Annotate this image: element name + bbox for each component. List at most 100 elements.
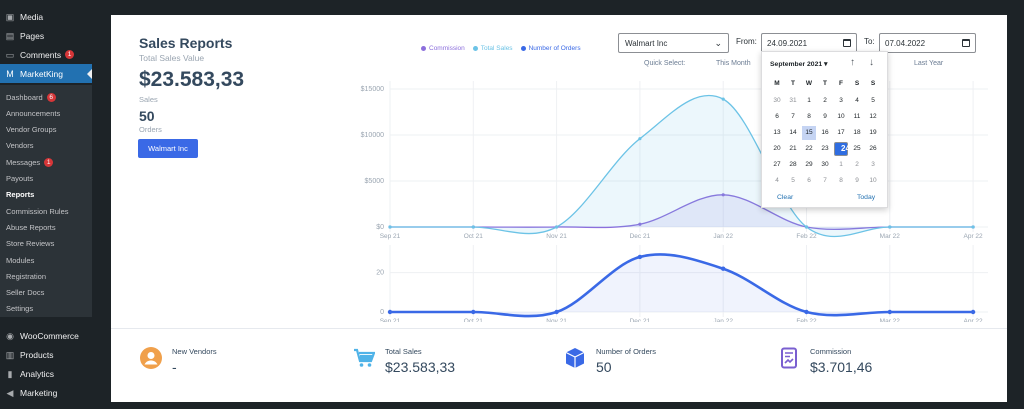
data-point — [888, 225, 892, 229]
calendar-icon[interactable] — [962, 39, 970, 47]
calendar-day[interactable]: 24 — [834, 142, 850, 156]
y-tick-label: $15000 — [361, 86, 384, 93]
calendar-day[interactable]: 5 — [791, 177, 795, 184]
calendar-day[interactable]: 25 — [853, 145, 861, 152]
arrow-up-icon[interactable]: ↑ — [850, 57, 855, 68]
calendar-day[interactable]: 6 — [807, 177, 811, 184]
sales-label: Sales — [139, 95, 158, 104]
submenu-item-settings[interactable]: Settings — [6, 303, 33, 315]
submenu-item-label: Reports — [6, 190, 35, 200]
calendar-day[interactable]: 7 — [823, 177, 827, 184]
data-point — [471, 225, 475, 229]
stat-label: Commission — [810, 347, 852, 356]
submenu-item-commission-rules[interactable]: Commission Rules — [6, 205, 69, 217]
calendar-day[interactable]: 14 — [789, 129, 797, 136]
submenu-item-seller-docs[interactable]: Seller Docs — [6, 287, 44, 299]
calendar-day[interactable]: 1 — [839, 161, 843, 168]
calendar-day[interactable]: 30 — [821, 161, 829, 168]
from-date-input[interactable]: 24.09.2021 — [761, 33, 857, 53]
submenu-item-announcements[interactable]: Announcements — [6, 107, 60, 119]
sidebar-item-comments[interactable]: ▭ Comments 1 — [0, 45, 92, 64]
calendar-day[interactable]: 3 — [871, 161, 875, 168]
calendar-day[interactable]: 7 — [791, 113, 795, 120]
calendar-day[interactable]: 1 — [807, 97, 811, 104]
calendar-day[interactable]: 19 — [869, 129, 877, 136]
calendar-day[interactable]: 11 — [853, 113, 861, 120]
calendar-day[interactable]: 8 — [839, 177, 843, 184]
weekday-header: T — [791, 80, 795, 87]
calendar-day[interactable]: 3 — [839, 97, 843, 104]
calendar-day[interactable]: 2 — [855, 161, 859, 168]
calendar-day[interactable]: 26 — [869, 145, 877, 152]
sales-value: $23.583,33 — [139, 68, 245, 91]
submenu-item-modules[interactable]: Modules — [6, 254, 34, 266]
vendor-button[interactable]: Walmart Inc — [138, 139, 198, 158]
sidebar-item-woocommerce[interactable]: ◉ WooCommerce — [0, 326, 92, 345]
stat-value: $23.583,33 — [385, 359, 456, 375]
calendar-day[interactable]: 15 — [802, 126, 816, 140]
submenu-item-abuse-reports[interactable]: Abuse Reports — [6, 221, 56, 233]
calendar-day[interactable]: 28 — [789, 161, 797, 168]
calendar-day[interactable]: 10 — [869, 177, 877, 184]
x-tick-label: Jan 22 — [713, 318, 733, 322]
calendar-day[interactable]: 17 — [837, 129, 845, 136]
calendar-day[interactable]: 2 — [823, 97, 827, 104]
submenu-item-vendors[interactable]: Vendors — [6, 140, 34, 152]
calendar-day[interactable]: 5 — [871, 97, 875, 104]
calendar-day[interactable]: 29 — [805, 161, 813, 168]
submenu-item-label: Modules — [6, 255, 35, 265]
submenu-item-messages[interactable]: Messages 1 — [6, 156, 54, 168]
vendor-select[interactable]: Walmart Inc ⌄ — [618, 33, 729, 53]
to-date-input[interactable]: 07.04.2022 — [879, 33, 976, 53]
calendar-day[interactable]: 8 — [807, 113, 811, 120]
calendar-day[interactable]: 30 — [773, 97, 781, 104]
legend-commission[interactable]: Commission — [421, 45, 465, 52]
submenu-item-reports[interactable]: Reports — [6, 189, 34, 201]
date-picker-today[interactable]: Today — [857, 194, 876, 201]
receipt-icon — [781, 347, 797, 369]
series-area-commission — [390, 194, 974, 230]
calendar-day[interactable]: 18 — [853, 129, 861, 136]
submenu-item-store-reviews[interactable]: Store Reviews — [6, 238, 54, 250]
legend-orders[interactable]: Number of Orders — [520, 45, 581, 52]
calendar-day[interactable]: 20 — [773, 145, 781, 152]
calendar-day[interactable]: 4 — [775, 177, 779, 184]
calendar-icon[interactable] — [843, 39, 851, 47]
series-line-total-sales — [389, 94, 974, 238]
weekday-header: W — [805, 80, 813, 87]
date-picker-month[interactable]: September 2021 ▾ — [770, 61, 828, 68]
sidebar-item-analytics[interactable]: ▮ Analytics — [0, 364, 92, 383]
y-tick-label: 20 — [376, 270, 384, 277]
calendar-day[interactable]: 9 — [855, 177, 859, 184]
calendar-day[interactable]: 31 — [789, 97, 797, 104]
arrow-down-icon[interactable]: ↓ — [869, 57, 874, 68]
submenu-item-dashboard[interactable]: Dashboard 6 — [6, 91, 56, 103]
calendar-day[interactable]: 27 — [773, 161, 781, 168]
calendar-day[interactable]: 13 — [773, 129, 781, 136]
sidebar-item-label: Analytics — [20, 368, 55, 379]
sidebar-item-pages[interactable]: ▤ Pages — [0, 26, 92, 45]
quick-select-last-year[interactable]: Last Year — [914, 60, 944, 67]
date-picker-clear[interactable]: Clear — [777, 194, 794, 201]
x-tick-label: Dec 21 — [630, 233, 651, 240]
sidebar-item-products[interactable]: ▥ Products — [0, 345, 92, 364]
calendar-day[interactable]: 4 — [855, 97, 859, 104]
calendar-day[interactable]: 22 — [805, 145, 813, 152]
calendar-day[interactable]: 16 — [821, 129, 829, 136]
weekday-header: S — [854, 80, 860, 87]
calendar-day[interactable]: 9 — [823, 113, 827, 120]
calendar-day[interactable]: 23 — [821, 145, 829, 152]
legend-total-sales[interactable]: Total Sales — [472, 45, 513, 52]
calendar-day[interactable]: 10 — [837, 113, 845, 120]
quick-select-this-month[interactable]: This Month — [716, 60, 751, 67]
sidebar-item-media[interactable]: ▣ Media — [0, 7, 92, 26]
submenu-item-registration[interactable]: Registration — [6, 270, 46, 282]
data-point — [387, 309, 393, 315]
calendar-day[interactable]: 12 — [869, 113, 877, 120]
calendar-day[interactable]: 6 — [775, 113, 779, 120]
submenu-item-payouts[interactable]: Payouts — [6, 173, 33, 185]
calendar-day[interactable]: 21 — [789, 145, 797, 152]
sidebar-item-marketing[interactable]: ◀ Marketing — [0, 383, 92, 402]
sidebar-item-marketking[interactable]: M MarketKing — [0, 64, 92, 83]
submenu-item-vendor-groups[interactable]: Vendor Groups — [6, 124, 56, 136]
